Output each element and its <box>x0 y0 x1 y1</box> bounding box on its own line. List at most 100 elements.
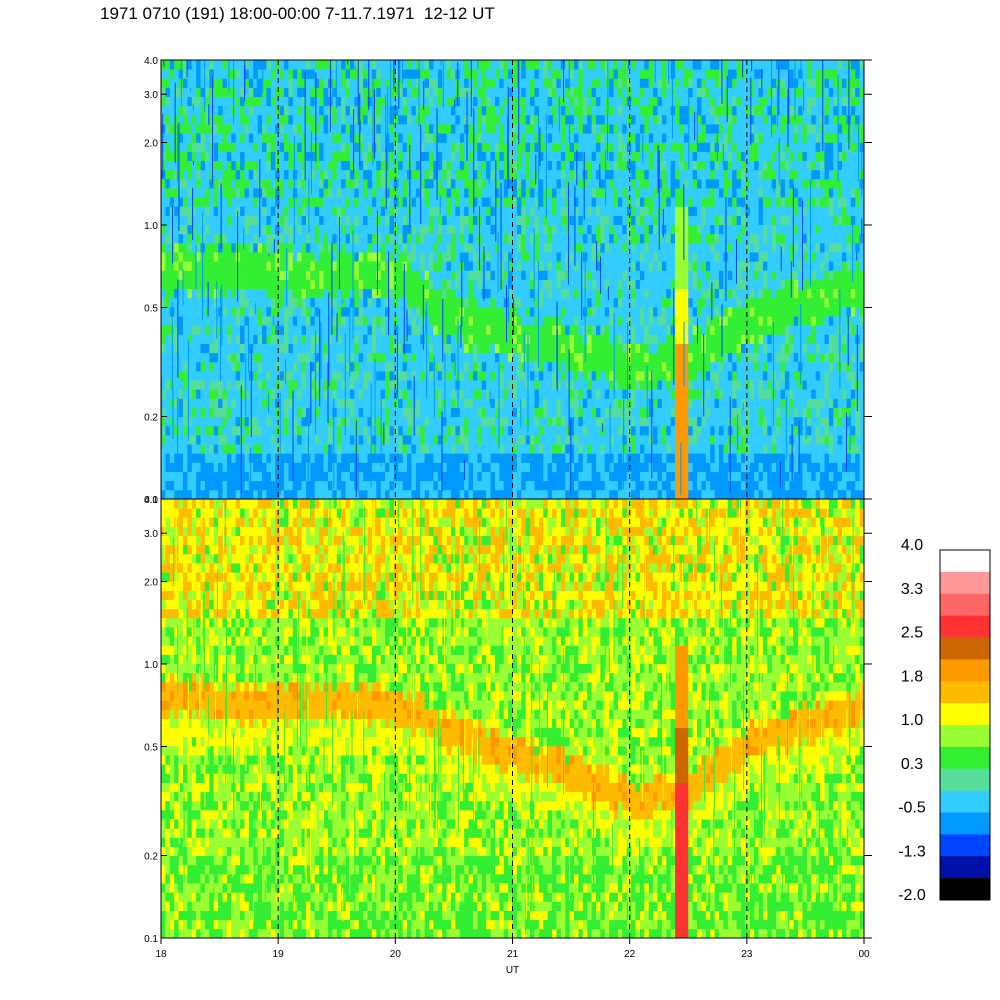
heatmap-cell <box>165 480 171 491</box>
heatmap-cell <box>609 444 614 454</box>
heatmap-cell <box>521 434 527 445</box>
heatmap-cell <box>161 96 166 107</box>
heatmap-cell <box>582 160 588 171</box>
heatmap-cell <box>477 124 483 134</box>
heatmap-cell <box>371 252 377 262</box>
heatmap-cell <box>292 279 298 290</box>
heatmap-cell <box>530 334 535 344</box>
heatmap-cell <box>301 178 307 189</box>
heatmap-cell <box>358 361 364 372</box>
heatmap-cell <box>231 160 237 171</box>
heatmap-cell <box>574 69 579 79</box>
heatmap-cell <box>336 407 342 418</box>
heatmap-cell <box>587 87 592 97</box>
heatmap-cell <box>534 434 540 445</box>
heatmap-cell <box>226 124 232 134</box>
heatmap-cell <box>582 471 588 482</box>
heatmap-cell <box>257 425 263 436</box>
heatmap-cell <box>446 352 452 363</box>
heatmap-cell <box>552 96 557 107</box>
heatmap-cell <box>587 398 592 408</box>
heatmap-cell <box>565 87 571 97</box>
heatmap-cell <box>402 380 408 390</box>
heatmap-cell <box>262 188 267 198</box>
heatmap-cell <box>468 489 474 500</box>
heatmap-cell <box>560 133 566 143</box>
heatmap-cell <box>279 434 285 445</box>
heatmap-cell <box>292 389 298 399</box>
heatmap-cell <box>450 416 456 427</box>
heatmap-cell <box>253 197 259 207</box>
heatmap-cell <box>314 453 320 463</box>
heatmap-cell <box>161 252 166 262</box>
heatmap-cell <box>336 160 342 171</box>
heatmap-cell <box>226 133 232 143</box>
heatmap-cell <box>244 169 250 180</box>
heatmap-cell <box>376 288 382 299</box>
heatmap-cell <box>327 279 333 290</box>
heatmap-cell <box>367 206 373 216</box>
heatmap-cell <box>319 252 324 262</box>
heatmap-cell <box>446 306 452 317</box>
heatmap-cell <box>266 124 272 134</box>
heatmap-cell <box>424 453 430 463</box>
heatmap-cell <box>499 444 505 454</box>
heatmap-cell <box>257 151 263 162</box>
heatmap-cell <box>204 316 210 326</box>
heatmap-cell <box>332 444 338 454</box>
heatmap-cell <box>218 407 223 418</box>
heatmap-cell <box>389 352 395 363</box>
heatmap-cell <box>604 407 610 418</box>
heatmap-cell <box>543 261 549 271</box>
heatmap-cell <box>310 325 316 335</box>
heatmap-cell <box>266 105 272 116</box>
heatmap-cell <box>284 133 289 143</box>
heatmap-cell <box>398 233 404 244</box>
heatmap-cell <box>200 370 206 381</box>
heatmap-cell <box>477 425 483 436</box>
heatmap-cell <box>314 444 320 454</box>
heatmap-cell <box>512 316 518 326</box>
heatmap-cell <box>424 425 430 436</box>
heatmap-cell <box>187 316 193 326</box>
heatmap-cell <box>367 197 373 207</box>
heatmap-cell <box>240 96 245 107</box>
heatmap-cell <box>363 334 368 344</box>
heatmap-cell <box>490 114 496 125</box>
heatmap-cell <box>209 288 215 299</box>
heatmap-cell <box>226 297 232 308</box>
heatmap-cell <box>591 288 597 299</box>
heatmap-cell <box>371 370 377 381</box>
heatmap-cell <box>297 87 302 97</box>
heatmap-cell <box>552 453 557 463</box>
heatmap-cell <box>305 416 311 427</box>
heatmap-cell <box>292 114 298 125</box>
heatmap-cell <box>407 288 412 299</box>
heatmap-cell <box>182 352 188 363</box>
heatmap-cell <box>486 288 491 299</box>
heatmap-cell <box>169 398 175 408</box>
heatmap-cell <box>319 114 324 125</box>
heatmap-cell <box>613 261 619 271</box>
heatmap-cell <box>543 343 549 354</box>
heatmap-cell <box>494 242 500 253</box>
heatmap-cell <box>327 224 333 235</box>
heatmap-cell <box>257 416 263 427</box>
heatmap-cell <box>538 325 544 335</box>
heatmap-cell <box>459 425 465 436</box>
heatmap-cell <box>499 169 505 180</box>
heatmap-cell <box>323 279 329 290</box>
heatmap-cell <box>587 453 592 463</box>
heatmap-cell <box>213 105 219 116</box>
heatmap-cell <box>297 444 302 454</box>
heatmap-cell <box>591 361 597 372</box>
heatmap-cell <box>402 142 408 152</box>
heatmap-cell <box>165 105 171 116</box>
heatmap-cell <box>402 279 408 290</box>
heatmap-cell <box>481 169 487 180</box>
heatmap-cell <box>284 316 289 326</box>
heatmap-cell <box>587 316 592 326</box>
heatmap-cell <box>429 316 434 326</box>
heatmap-cell <box>534 453 540 463</box>
heatmap-cell <box>389 151 395 162</box>
